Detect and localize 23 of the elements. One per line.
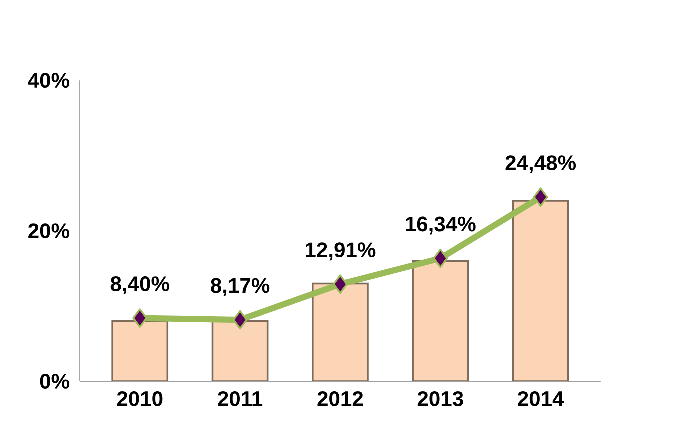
- y-tick-label: 40%: [28, 73, 70, 88]
- y-tick-label: 0%: [40, 374, 70, 390]
- data-label: 8,40%: [110, 276, 170, 295]
- bar: [512, 200, 570, 382]
- bar: [412, 260, 470, 382]
- point: [433, 249, 448, 268]
- bar: [112, 320, 169, 382]
- point: [132, 308, 148, 328]
- data-label: 16,34%: [406, 217, 476, 236]
- bar: [312, 283, 369, 382]
- point: [332, 274, 348, 294]
- bar: [212, 320, 269, 382]
- x-tick-label: 2012: [318, 392, 364, 407]
- x-tick-label: 2014: [518, 392, 564, 407]
- point: [533, 188, 548, 208]
- x-tick-label: 2010: [117, 392, 163, 407]
- x-tick-label: 2013: [418, 392, 464, 407]
- point: [232, 310, 248, 330]
- data-label: 8,17%: [211, 278, 270, 296]
- data-label: 24,48%: [506, 156, 576, 174]
- y-tick-label: 20%: [28, 224, 70, 239]
- x-tick-label: 2011: [218, 392, 263, 407]
- data-label: 12,91%: [306, 242, 376, 261]
